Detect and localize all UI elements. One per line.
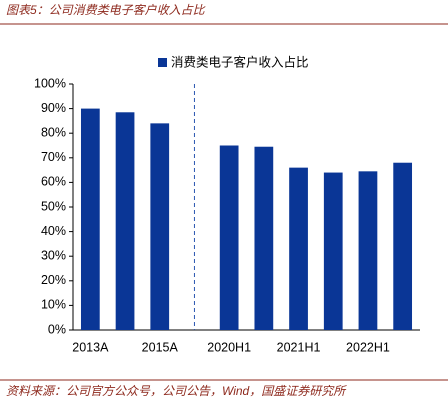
chart-title: 图表5：公司消费类电子客户收入占比 bbox=[6, 3, 206, 17]
bar bbox=[289, 167, 308, 330]
legend-label: 消费类电子客户收入占比 bbox=[171, 54, 309, 69]
x-tick-label: 2022H1 bbox=[346, 340, 390, 354]
y-tick-label: 40% bbox=[41, 224, 66, 238]
x-tick-label: 2021H1 bbox=[277, 340, 321, 354]
bar bbox=[323, 172, 343, 330]
bar bbox=[393, 162, 413, 330]
x-tick-label: 2020H1 bbox=[207, 340, 251, 354]
bar bbox=[80, 108, 100, 330]
y-tick-label: 90% bbox=[41, 101, 66, 115]
y-tick-label: 60% bbox=[41, 175, 66, 189]
bar bbox=[150, 123, 170, 330]
x-tick-label: 2013A bbox=[72, 340, 109, 354]
bar bbox=[254, 146, 274, 330]
legend-swatch bbox=[158, 58, 167, 67]
y-tick-label: 80% bbox=[41, 125, 66, 139]
y-tick-label: 20% bbox=[41, 273, 66, 287]
y-tick-label: 70% bbox=[41, 150, 66, 164]
x-tick-label: 2015A bbox=[142, 340, 179, 354]
y-tick-label: 0% bbox=[48, 322, 66, 336]
bar bbox=[115, 112, 135, 330]
y-tick-label: 10% bbox=[41, 298, 66, 312]
y-tick-label: 30% bbox=[41, 248, 66, 262]
bar bbox=[358, 171, 378, 330]
bar bbox=[219, 145, 239, 330]
source: 资料来源：公司官方公众号，公司公告，Wind，国盛证券研究所 bbox=[6, 384, 347, 398]
y-tick-label: 50% bbox=[41, 199, 66, 213]
y-tick-label: 100% bbox=[34, 76, 66, 90]
